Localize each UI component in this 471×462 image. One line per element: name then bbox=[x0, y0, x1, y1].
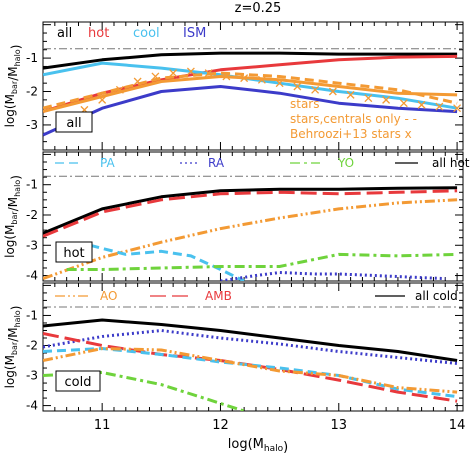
y-tick-label: -1 bbox=[26, 51, 38, 65]
chart-title: z=0.25 bbox=[235, 1, 282, 16]
x-tick-label: 11 bbox=[94, 418, 111, 433]
series-all-hot bbox=[43, 186, 458, 235]
x-axis-label: log(Mhalo) bbox=[228, 437, 288, 455]
panel-frame bbox=[42, 151, 464, 282]
y-tick-label: -3 bbox=[26, 238, 38, 252]
series-pa bbox=[43, 347, 458, 399]
marker-behroozi-13-stars bbox=[328, 87, 337, 96]
legend-all: all bbox=[57, 26, 72, 41]
panel-label-box bbox=[55, 370, 101, 392]
legend-ao: AO bbox=[100, 289, 117, 303]
series-group bbox=[43, 318, 458, 411]
marker-behroozi-13-stars bbox=[133, 77, 142, 86]
series-ra bbox=[43, 329, 458, 365]
y-tick-label: -3 bbox=[26, 118, 38, 132]
y-tick-label: -1 bbox=[26, 178, 38, 192]
y-axis-label: log(Mbar/Mhalo) bbox=[3, 306, 23, 389]
y-axis-label: log(Mbar/Mhalo) bbox=[3, 45, 23, 128]
marker-behroozi-13-stars bbox=[346, 90, 355, 99]
y-tick-label: -2 bbox=[26, 338, 38, 352]
series-ism bbox=[43, 85, 458, 137]
panel-label: all bbox=[66, 116, 81, 131]
marker-behroozi-13-stars bbox=[222, 72, 231, 81]
series-all bbox=[43, 51, 458, 70]
panel-label-box bbox=[55, 111, 93, 133]
y-tick-label: -2 bbox=[26, 85, 38, 99]
legend-hot: hot bbox=[88, 26, 109, 41]
x-tick-label: 14 bbox=[449, 418, 466, 433]
marker-behroozi-13-stars bbox=[293, 82, 302, 91]
series-yo bbox=[43, 371, 245, 411]
marker-behroozi-13-stars bbox=[311, 85, 320, 94]
legend-cool: cool bbox=[133, 26, 160, 41]
marker-behroozi-13-stars bbox=[257, 75, 266, 84]
legend-all-cold: all cold bbox=[415, 289, 458, 303]
legend-stars: stars bbox=[290, 97, 320, 111]
series-stars bbox=[43, 75, 458, 114]
x-tick-label: 13 bbox=[331, 418, 348, 433]
legend-amb: AMB bbox=[205, 289, 232, 303]
marker-behroozi-13-stars bbox=[399, 99, 408, 108]
legend-behroozi-13-stars-x: Behroozi+13 stars x bbox=[290, 127, 412, 141]
series-group bbox=[43, 186, 458, 281]
panel-label: cold bbox=[65, 375, 92, 390]
y-tick-label: -1 bbox=[26, 308, 38, 322]
panel-frame bbox=[42, 21, 464, 151]
legend-ism: ISM bbox=[183, 26, 206, 41]
series-yo bbox=[66, 252, 458, 271]
marker-behroozi-13-stars bbox=[186, 67, 195, 76]
legend-pa: PA bbox=[100, 156, 115, 170]
marker-behroozi-13-stars bbox=[382, 95, 391, 104]
marker-behroozi-13-stars bbox=[435, 102, 444, 111]
y-axis-label: log(Mbar/Mhalo) bbox=[3, 175, 23, 258]
series-amb bbox=[43, 189, 458, 238]
marker-behroozi-13-stars bbox=[275, 79, 284, 88]
marker-behroozi-13-stars bbox=[204, 69, 213, 78]
series-ao bbox=[43, 347, 458, 394]
marker-behroozi-13-stars bbox=[98, 95, 107, 104]
y-tick-label: -3 bbox=[26, 369, 38, 383]
series-cool bbox=[43, 61, 458, 110]
legend-all-hot: all hot bbox=[432, 156, 470, 170]
panel-label-box bbox=[55, 241, 93, 263]
legend-yo: YO bbox=[337, 156, 354, 170]
series-all-cold bbox=[43, 318, 458, 362]
marker-behroozi-13-stars bbox=[364, 94, 373, 103]
marker-behroozi-13-stars bbox=[453, 104, 462, 113]
series-stars-centrals-only bbox=[43, 71, 458, 110]
series-amb bbox=[43, 332, 458, 403]
marker-behroozi-13-stars bbox=[240, 74, 249, 83]
y-tick-label: -2 bbox=[26, 208, 38, 222]
marker-behroozi-13-stars bbox=[115, 85, 124, 94]
y-tick-label: -4 bbox=[26, 399, 38, 413]
series-ao bbox=[43, 198, 458, 281]
legend-stars-centrals-only: stars,centrals only - - bbox=[290, 112, 417, 126]
x-tick-label: 12 bbox=[212, 418, 229, 433]
marker-behroozi-13-stars bbox=[417, 100, 426, 109]
panel-label: hot bbox=[63, 246, 84, 261]
marker-behroozi-13-stars bbox=[169, 69, 178, 78]
legend-ra: RA bbox=[208, 156, 225, 170]
series-pa bbox=[89, 243, 245, 281]
series-ra bbox=[220, 271, 446, 281]
y-tick-label: -4 bbox=[26, 269, 38, 283]
series-group bbox=[43, 51, 462, 137]
marker-behroozi-13-stars bbox=[151, 72, 160, 81]
